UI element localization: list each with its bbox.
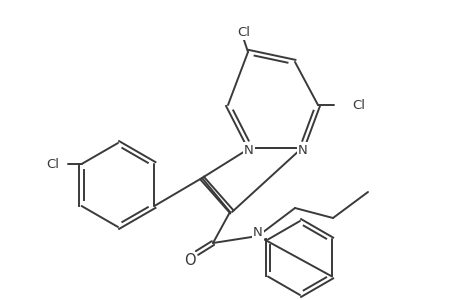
Text: Cl: Cl: [351, 98, 364, 112]
Text: Cl: Cl: [46, 158, 60, 170]
Text: Cl: Cl: [237, 26, 250, 38]
Text: N: N: [252, 226, 262, 239]
Text: N: N: [244, 143, 253, 157]
Text: O: O: [184, 254, 196, 268]
Text: N: N: [297, 143, 307, 157]
